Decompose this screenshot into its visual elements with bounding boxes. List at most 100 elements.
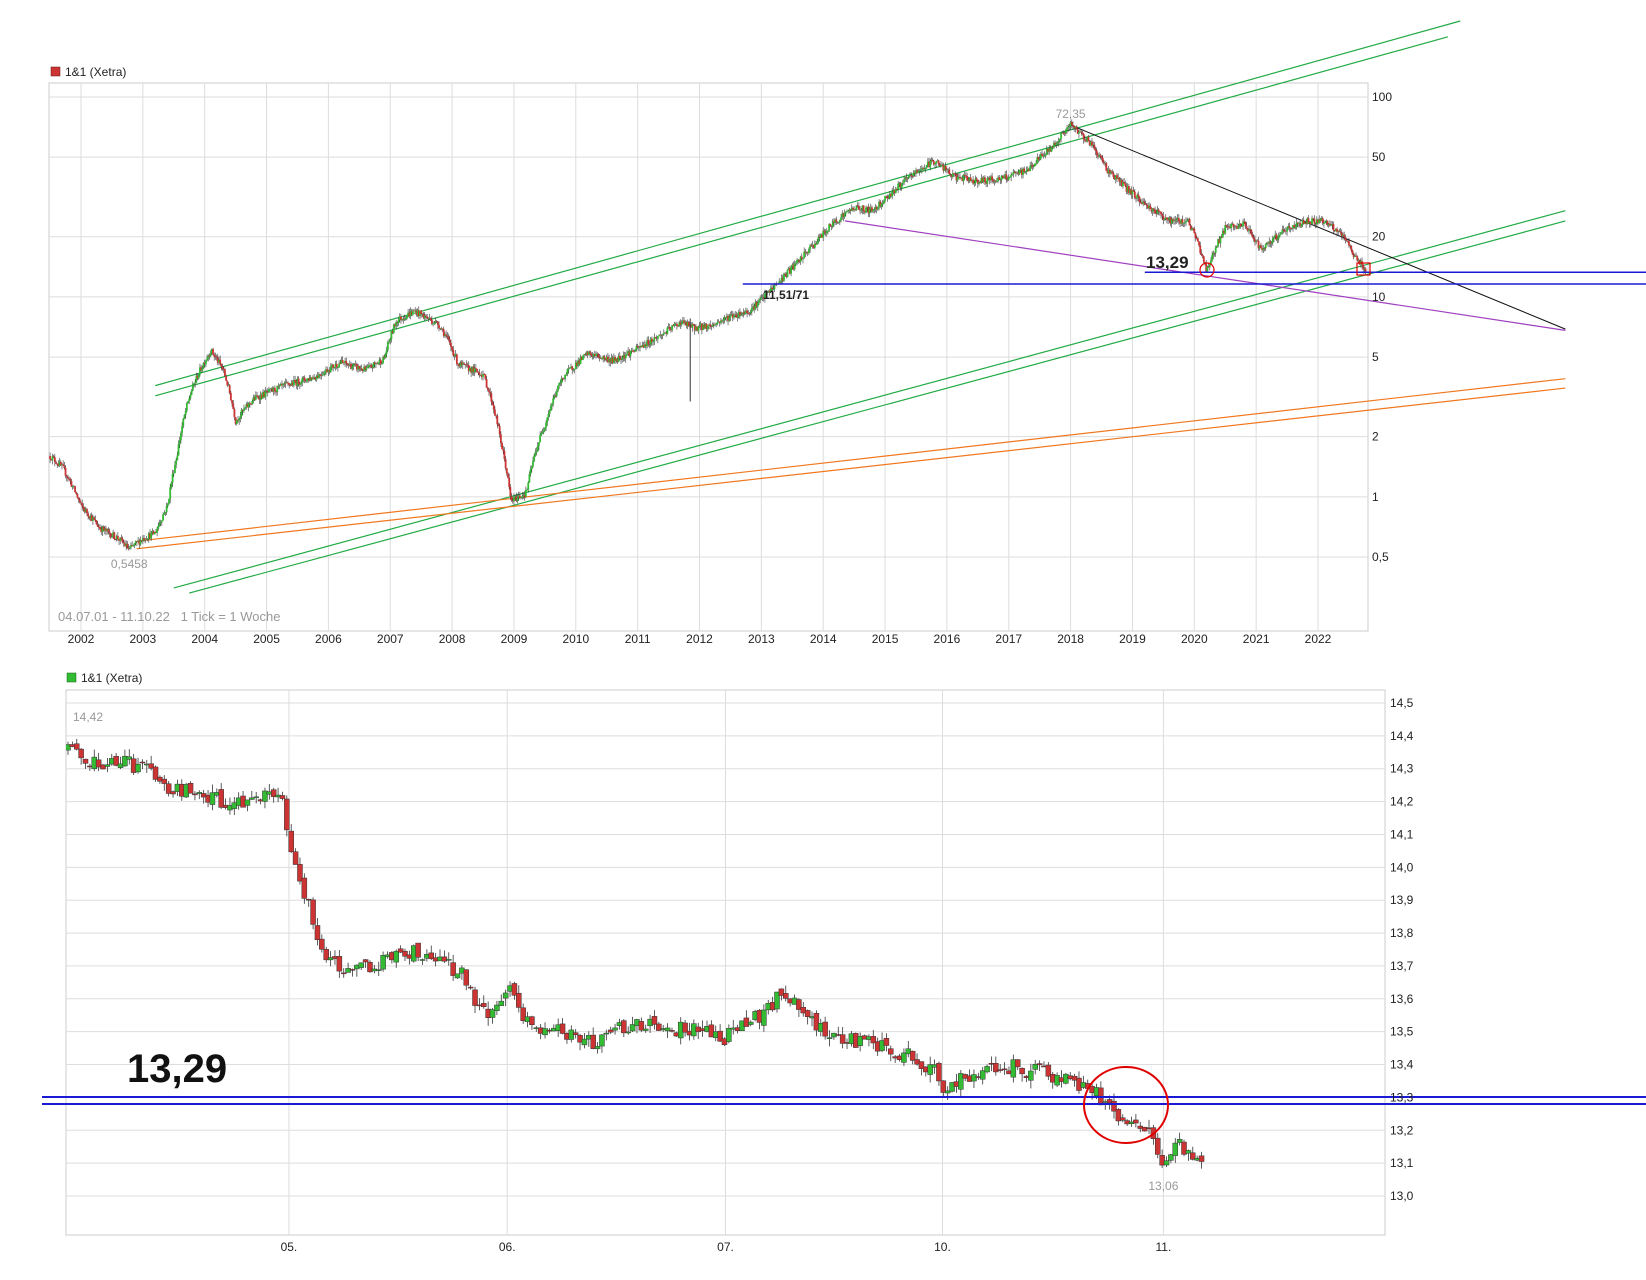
- top-candle-body: [554, 395, 557, 397]
- top-x-tick-label: 2017: [995, 632, 1022, 646]
- top-candle-body: [373, 362, 376, 364]
- top-candle-body: [164, 512, 167, 514]
- top-candle-body: [1129, 189, 1131, 194]
- top-candle-body: [981, 177, 984, 182]
- top-candle-body: [936, 160, 939, 162]
- top-candle-body: [515, 496, 518, 502]
- top-candle-body: [698, 325, 701, 327]
- bottom-x-tick-label: 07.: [717, 1240, 734, 1254]
- top-x-tick-label: 2007: [377, 632, 404, 646]
- top-candle-body: [825, 231, 828, 234]
- bottom-candle-body: [581, 1038, 588, 1046]
- top-candle-body: [200, 367, 203, 371]
- top-candle-body: [802, 257, 804, 260]
- top-candle-body: [1229, 226, 1231, 229]
- top-candle-body: [1263, 248, 1266, 249]
- top-candle-body: [980, 177, 983, 183]
- top-candle-body: [1151, 208, 1154, 212]
- top-candle-body: [963, 175, 966, 176]
- bottom-y-tick-label: 13,2: [1390, 1123, 1414, 1137]
- top-candle-body: [132, 545, 135, 547]
- bottom-candle-body: [520, 1007, 526, 1022]
- bottom-candle-body: [516, 992, 522, 1008]
- top-candle-body: [1080, 131, 1083, 133]
- top-candle-body: [1248, 229, 1250, 231]
- top-candle-body: [293, 379, 295, 386]
- top-candle-body: [260, 394, 263, 399]
- top-candle-body: [70, 481, 73, 487]
- top-candle-body: [250, 403, 252, 405]
- top-candle-body: [439, 328, 442, 329]
- top-candle-body: [444, 334, 446, 337]
- top-candle-body: [1078, 132, 1080, 134]
- top-candle-body: [1047, 148, 1049, 152]
- top-candle-body: [668, 326, 671, 330]
- top-candle-body: [1087, 136, 1090, 142]
- top-candle-body: [932, 161, 935, 165]
- top-candle-body: [943, 165, 946, 171]
- top-candle-body: [469, 368, 471, 372]
- top-candle-body: [1225, 225, 1228, 227]
- top-candle-body: [805, 252, 808, 253]
- bottom-candle-body: [192, 793, 198, 796]
- bottom-candle-body: [122, 755, 128, 767]
- top-candle-body: [436, 321, 439, 326]
- bottom-candle-body: [883, 1038, 890, 1046]
- top-candle-body: [788, 268, 791, 274]
- top-candle-body: [394, 324, 396, 327]
- top-candle-body: [1164, 217, 1167, 220]
- top-candle-body: [1124, 183, 1127, 187]
- top-candle-body: [545, 422, 547, 428]
- top-candle-body: [1320, 218, 1323, 221]
- top-candle-body: [106, 529, 109, 532]
- bottom-candle-body: [113, 756, 119, 766]
- top-candle-body: [975, 178, 978, 180]
- bottom-candle-body: [288, 830, 294, 853]
- top-candle-body: [1262, 248, 1265, 251]
- top-candle-body: [381, 363, 383, 365]
- top-candle-body: [403, 318, 406, 320]
- bottom-candle-body: [1115, 1109, 1122, 1122]
- top-candle-body: [287, 382, 289, 384]
- top-candle-body: [1348, 241, 1350, 246]
- top-candle-body: [408, 312, 411, 317]
- top-candle-body: [1019, 169, 1022, 171]
- top-candle-body: [219, 359, 222, 364]
- top-candle-body: [323, 371, 326, 375]
- top-candle-body: [830, 225, 833, 227]
- top-candle-body: [524, 489, 527, 497]
- top-candle-body: [88, 516, 91, 519]
- top-candle-body: [63, 465, 66, 468]
- top-candle-body: [271, 388, 274, 392]
- bottom-legend-swatch: [66, 672, 77, 683]
- top-candle-body: [710, 326, 713, 327]
- top-candle-body: [553, 395, 556, 399]
- top-candle-body: [572, 369, 575, 371]
- top-candle-body: [667, 326, 670, 328]
- top-candle-body: [1224, 225, 1227, 234]
- bottom-y-tick-label: 14,5: [1390, 696, 1414, 710]
- top-candle-body: [128, 547, 131, 549]
- top-candle-body: [57, 464, 60, 466]
- top-candle-body: [511, 500, 514, 502]
- top-candle-body: [660, 334, 663, 336]
- top-candle-body: [239, 415, 242, 419]
- top-candle-body: [182, 418, 185, 427]
- bottom-candle-body: [165, 783, 172, 794]
- top-candle-body: [725, 315, 728, 319]
- top-candle-body: [91, 517, 94, 521]
- annotation-support: 11,51/71: [763, 288, 809, 302]
- top-candle-body: [1067, 126, 1070, 128]
- top-candle-body: [1020, 169, 1023, 175]
- top-candle-body: [790, 267, 792, 274]
- top-candle-body: [93, 517, 95, 520]
- top-candle-body: [300, 382, 302, 385]
- top-candle-body: [1364, 268, 1367, 273]
- top-candle-body: [1081, 132, 1084, 134]
- top-candle-body: [680, 322, 683, 325]
- top-candle-body: [1221, 230, 1224, 238]
- top-candle-body: [1288, 226, 1291, 228]
- top-candle-body: [857, 206, 860, 210]
- top-x-tick-label: 2005: [253, 632, 280, 646]
- bottom-candle-body: [262, 790, 268, 802]
